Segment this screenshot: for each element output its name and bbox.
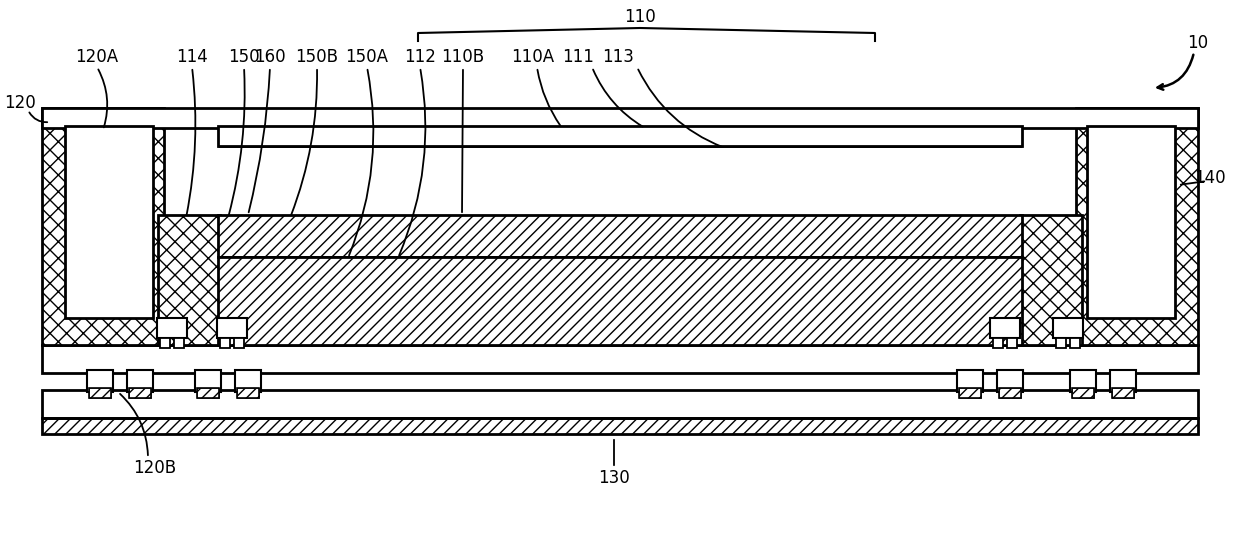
Bar: [89, 388, 112, 398]
Bar: [218, 215, 1022, 257]
Bar: [999, 388, 1021, 398]
Bar: [219, 338, 229, 348]
Bar: [1112, 388, 1135, 398]
Bar: [157, 318, 187, 338]
Text: 120: 120: [4, 94, 36, 112]
Bar: [957, 370, 983, 392]
Text: 140: 140: [1194, 169, 1226, 187]
Bar: [1076, 108, 1198, 345]
Text: 112: 112: [404, 48, 436, 66]
Bar: [993, 338, 1003, 348]
Bar: [89, 388, 112, 398]
Bar: [129, 388, 151, 398]
Text: 130: 130: [598, 469, 630, 487]
Text: 110A: 110A: [511, 48, 554, 66]
Bar: [160, 338, 170, 348]
Bar: [126, 370, 153, 392]
Bar: [157, 215, 219, 345]
Bar: [234, 338, 244, 348]
Text: 114: 114: [176, 48, 208, 66]
Text: 10: 10: [1188, 34, 1209, 52]
Bar: [64, 126, 153, 318]
Bar: [997, 370, 1023, 392]
Bar: [42, 418, 1198, 434]
Text: 111: 111: [562, 48, 594, 66]
Bar: [959, 388, 981, 398]
Text: 150B: 150B: [295, 48, 339, 66]
Bar: [197, 388, 219, 398]
Bar: [87, 370, 113, 392]
Text: 160: 160: [254, 48, 285, 66]
Bar: [42, 418, 1198, 434]
Text: 110: 110: [624, 8, 656, 26]
Bar: [1056, 338, 1066, 348]
Bar: [218, 126, 1022, 146]
Text: 120B: 120B: [134, 459, 176, 477]
Bar: [218, 257, 1022, 345]
Text: 150: 150: [228, 48, 260, 66]
Bar: [195, 370, 221, 392]
Bar: [1110, 370, 1136, 392]
Text: 110B: 110B: [441, 48, 485, 66]
Bar: [236, 370, 260, 392]
Bar: [42, 108, 1198, 128]
Bar: [1070, 370, 1096, 392]
Bar: [217, 318, 247, 338]
Bar: [1053, 318, 1083, 338]
Bar: [237, 388, 259, 398]
Bar: [1007, 338, 1017, 348]
Bar: [1073, 388, 1094, 398]
Bar: [1073, 388, 1094, 398]
Bar: [174, 338, 184, 348]
Bar: [42, 108, 164, 345]
Bar: [959, 388, 981, 398]
Bar: [42, 345, 1198, 373]
Bar: [197, 388, 219, 398]
Bar: [999, 388, 1021, 398]
Text: 150A: 150A: [346, 48, 388, 66]
Text: 113: 113: [603, 48, 634, 66]
Bar: [990, 318, 1021, 338]
Bar: [237, 388, 259, 398]
Bar: [1087, 126, 1176, 318]
Bar: [129, 388, 151, 398]
Bar: [1112, 388, 1135, 398]
Text: 120A: 120A: [76, 48, 119, 66]
Bar: [1070, 338, 1080, 348]
Bar: [42, 390, 1198, 418]
Bar: [1021, 215, 1083, 345]
